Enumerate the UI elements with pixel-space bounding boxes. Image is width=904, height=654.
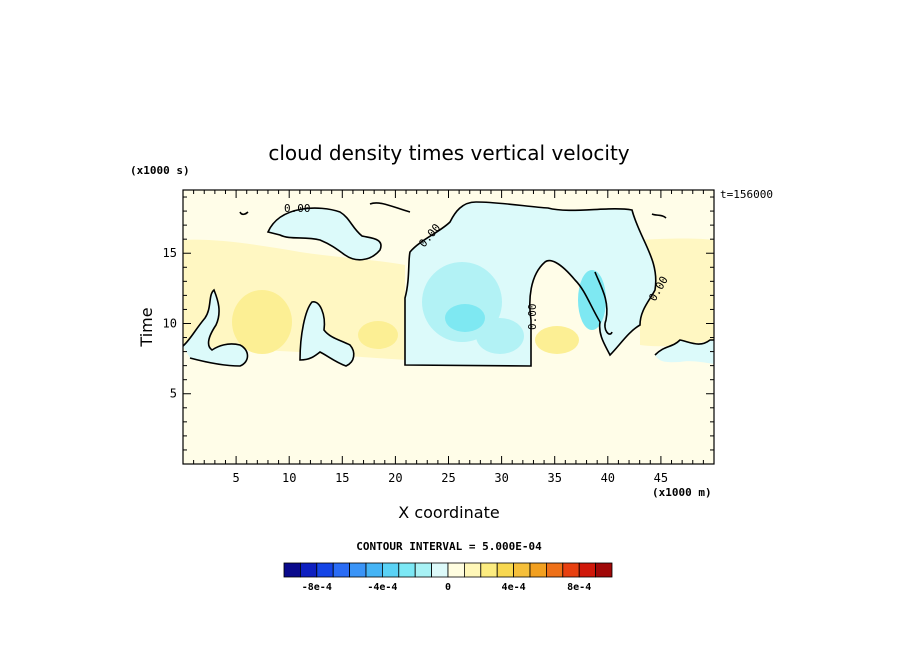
colorbar-swatch (463, 562, 482, 578)
colorbar-tick-label: 4e-4 (502, 582, 526, 593)
colorbar-swatch (381, 562, 400, 578)
contour-right-edge (654, 339, 714, 356)
time-label: t=156000 (720, 188, 773, 201)
negative-region-top-left (268, 208, 381, 260)
colorbar-swatch (447, 562, 465, 578)
negative-core-3 (578, 270, 606, 330)
x-tick-label: 30 (494, 471, 508, 485)
colorbar-swatch (414, 562, 433, 578)
colorbar-tick-label: -4e-4 (367, 582, 397, 593)
contour-mid-left (299, 301, 355, 367)
y-tick-label: 10 (163, 316, 177, 330)
colorbar-tick-label: -8e-4 (302, 582, 332, 593)
colorbar-swatch (513, 562, 531, 578)
contour-interval-label: CONTOUR INTERVAL = 5.000E-04 (356, 540, 542, 553)
negative-region-left-edge (183, 290, 248, 366)
y-tick-label: 5 (170, 387, 177, 401)
x-tick-label: 5 (232, 471, 239, 485)
positive-core-right (535, 326, 579, 354)
y-unit-label: (x1000 s) (130, 164, 190, 177)
contour-top-bits (239, 202, 667, 219)
x-axis: 5 10 15 20 25 30 35 40 45 (193, 190, 704, 485)
negative-core-2 (476, 318, 524, 354)
colorbar-swatch (332, 562, 351, 578)
positive-core-left-2 (358, 321, 398, 349)
colorbar-swatch (562, 562, 580, 578)
x-tick-label: 35 (547, 471, 561, 485)
colorbar-tick-label: 0 (445, 582, 451, 593)
colorbar-swatch (316, 562, 334, 578)
negative-region-right-edge (655, 340, 714, 364)
colorbar-swatch (546, 562, 564, 578)
colorbar-swatch (529, 562, 547, 578)
colorbar-tick-labels: -8e-4 -4e-4 0 4e-4 8e-4 (302, 582, 592, 593)
contour-squiggle-right (594, 271, 613, 335)
x-tick-label: 40 (601, 471, 615, 485)
x-tick-label: 25 (441, 471, 455, 485)
x-unit-label: (x1000 m) (652, 486, 712, 499)
zero-contours (183, 201, 714, 367)
contour-top-left (266, 207, 382, 261)
colorbar-swatch (595, 562, 613, 578)
colorbar-swatch (431, 562, 449, 578)
colorbar-swatch (365, 562, 383, 578)
colorbar-swatch (496, 562, 515, 578)
negative-core-4 (445, 304, 485, 332)
x-tick-label: 45 (654, 471, 668, 485)
colorbar-tick-label: 8e-4 (567, 582, 591, 593)
positive-core-left (232, 290, 292, 354)
y-tick-label: 15 (163, 246, 177, 260)
x-tick-label: 15 (335, 471, 349, 485)
x-axis-label: X coordinate (398, 503, 499, 522)
y-axis-label: Time (137, 307, 156, 347)
contour-label: 0.00 (284, 202, 311, 215)
x-tick-label: 10 (282, 471, 296, 485)
chart-title: cloud density times vertical velocity (268, 141, 629, 165)
contour-main (404, 201, 657, 367)
y-axis: 5 10 15 (163, 196, 714, 451)
colorbar-swatch (480, 562, 498, 578)
colorbar (283, 562, 613, 578)
colorbar-swatch (398, 562, 416, 578)
colorbar-swatch (283, 562, 301, 578)
colorbar-swatch (349, 562, 367, 578)
contour-label: 0.00 (526, 304, 539, 331)
x-tick-label: 20 (388, 471, 402, 485)
field-shading (183, 202, 714, 366)
contour-left-edge (183, 288, 249, 367)
colorbar-swatch (299, 562, 318, 578)
colorbar-swatch (578, 562, 597, 578)
plot-area: 0.00 0.00 0.00 0.00 5 10 15 20 25 30 35 40 45 51… (163, 189, 715, 485)
positive-region-right (640, 238, 714, 347)
